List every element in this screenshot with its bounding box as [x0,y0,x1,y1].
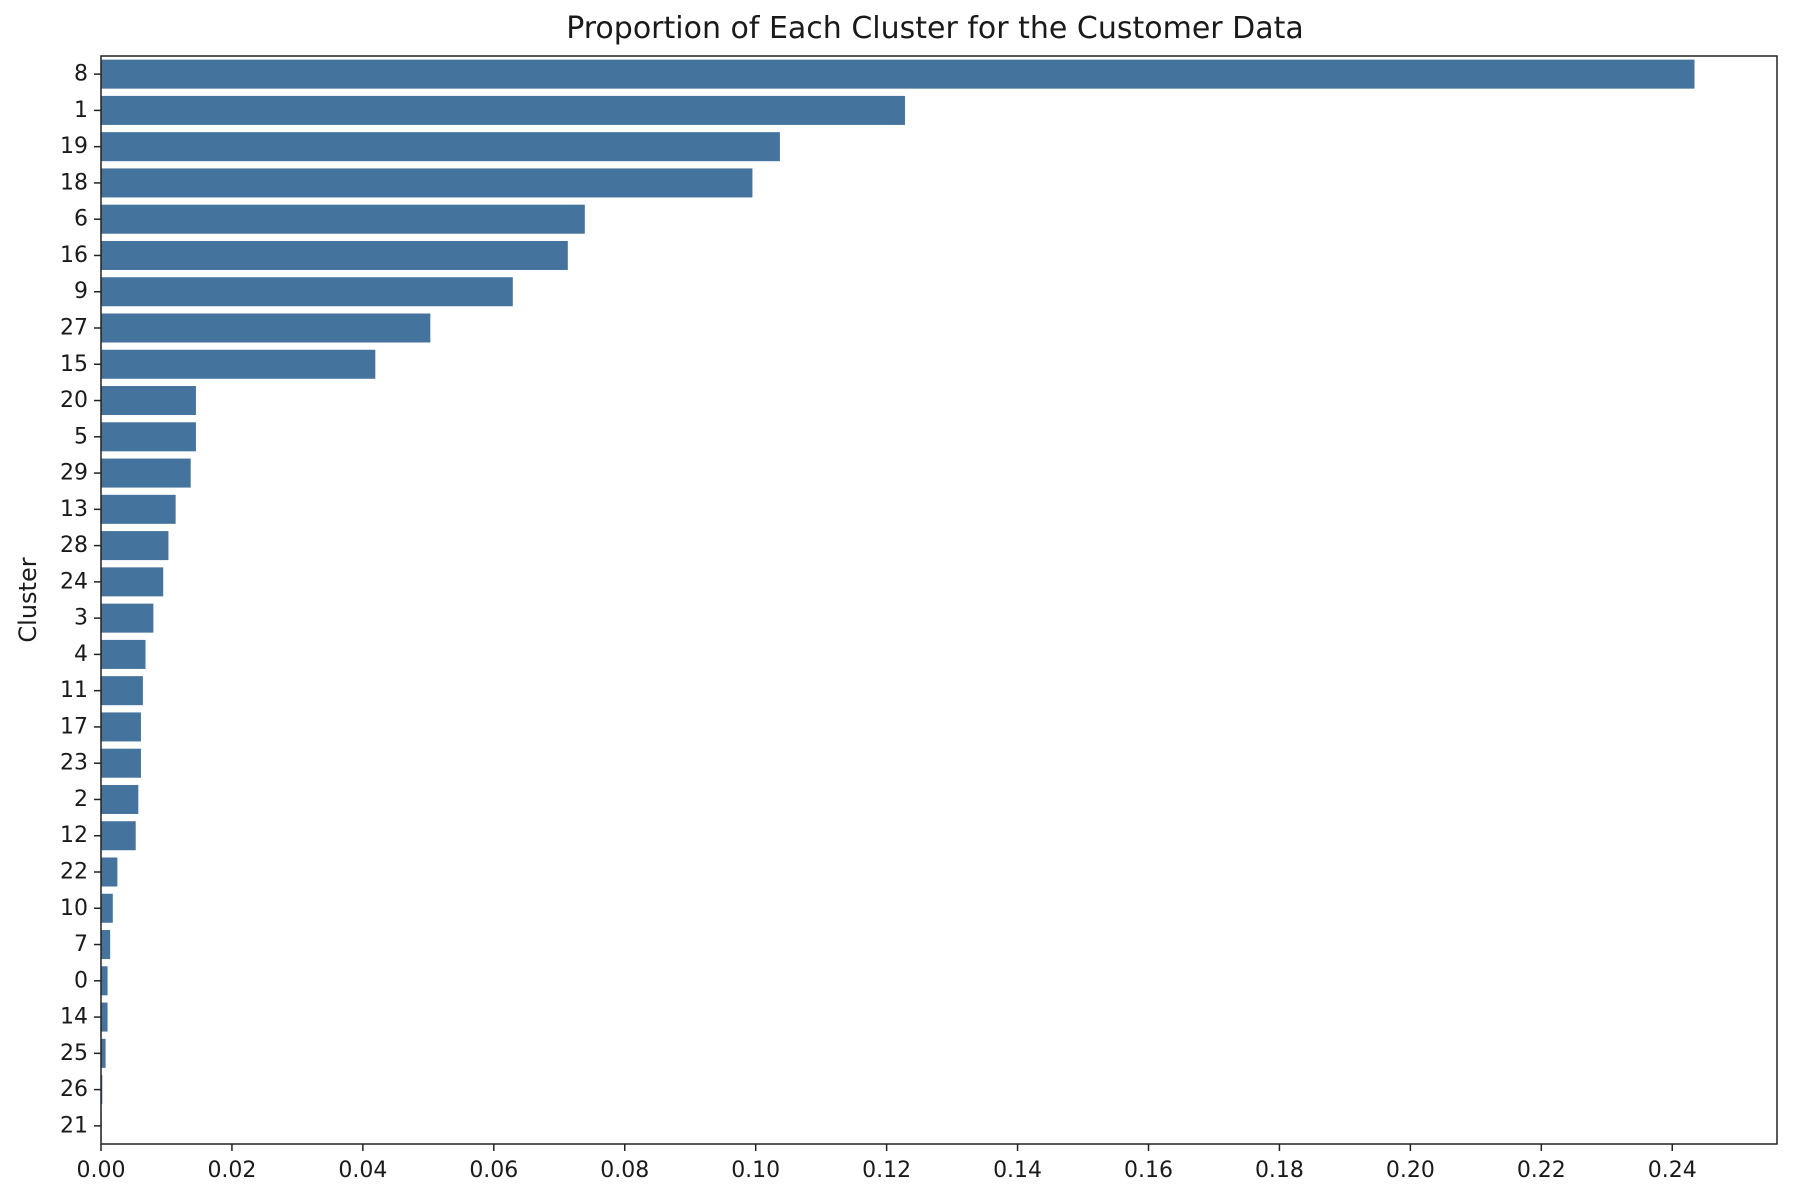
y-tick-label: 19 [60,134,88,159]
plot-frame [100,55,1778,1145]
bar-cluster-8 [101,59,1695,89]
bar-cluster-1 [101,95,905,125]
y-tick-label: 5 [74,424,88,449]
y-tick-label: 3 [74,606,88,631]
bar-cluster-18 [101,168,753,198]
y-tick-label: 28 [60,533,88,558]
bar-cluster-22 [101,857,118,887]
y-tick-label: 21 [60,1113,88,1138]
bar-cluster-4 [101,639,146,669]
x-tick-label: 0.06 [469,1158,518,1183]
y-ticks-group: 8119186169271520529132824341117232122210… [60,62,101,1138]
bar-cluster-12 [101,821,136,851]
bar-cluster-29 [101,458,191,488]
y-tick-label: 4 [74,642,88,667]
y-tick-label: 7 [74,932,88,957]
x-tick-label: 0.04 [338,1158,387,1183]
x-tick-label: 0.16 [1124,1158,1173,1183]
y-tick-label: 29 [60,461,88,486]
y-tick-label: 1 [74,98,88,123]
bar-cluster-19 [101,132,780,162]
y-tick-label: 6 [74,207,88,232]
x-tick-label: 0.22 [1517,1158,1566,1183]
y-tick-label: 24 [60,569,88,594]
bar-cluster-28 [101,531,169,561]
bar-cluster-24 [101,567,164,597]
y-tick-label: 11 [60,678,88,703]
bar-cluster-6 [101,204,585,234]
y-tick-label: 23 [60,751,88,776]
x-tick-label: 0.14 [993,1158,1042,1183]
y-tick-label: 20 [60,388,88,413]
bar-cluster-16 [101,240,568,270]
y-tick-label: 8 [74,62,88,87]
bar-cluster-15 [101,349,376,379]
bar-cluster-2 [101,784,139,814]
bar-cluster-13 [101,494,176,524]
bar-cluster-20 [101,386,196,416]
bar-cluster-3 [101,603,154,633]
x-tick-label: 0.02 [207,1158,256,1183]
y-tick-label: 25 [60,1041,88,1066]
x-tick-label: 0.18 [1255,1158,1304,1183]
y-axis-label: Cluster [14,557,42,642]
x-tick-label: 0.20 [1386,1158,1435,1183]
bar-cluster-10 [101,893,113,923]
y-tick-label: 2 [74,787,88,812]
y-tick-label: 18 [60,170,88,195]
bar-cluster-25 [101,1038,106,1068]
y-tick-label: 16 [60,243,88,268]
bar-cluster-9 [101,277,513,307]
y-tick-label: 14 [60,1005,88,1030]
bars-group [101,59,1695,1141]
x-tick-label: 0.24 [1648,1158,1697,1183]
x-tick-label: 0.10 [731,1158,780,1183]
y-tick-label: 27 [60,316,88,341]
x-tick-label: 0.08 [600,1158,649,1183]
y-tick-label: 13 [60,497,88,522]
y-tick-label: 0 [74,968,88,993]
bar-cluster-17 [101,712,141,742]
bar-cluster-5 [101,422,196,452]
y-tick-label: 10 [60,896,88,921]
y-tick-label: 12 [60,823,88,848]
y-tick-label: 22 [60,860,88,885]
x-tick-label: 0.12 [862,1158,911,1183]
bar-cluster-27 [101,313,431,343]
bar-cluster-23 [101,748,141,778]
bar-cluster-7 [101,930,111,960]
x-tick-label: 0.00 [77,1158,126,1183]
bar-cluster-0 [101,966,108,996]
y-tick-label: 9 [74,279,88,304]
chart-title: Proportion of Each Cluster for the Custo… [566,11,1304,46]
bar-cluster-11 [101,676,143,706]
y-tick-label: 26 [60,1077,88,1102]
y-tick-label: 15 [60,352,88,377]
bar-cluster-14 [101,1002,108,1032]
x-ticks-group: 0.00 0.02 0.04 0.06 0.08 0.10 0.12 0.14 0.16 0.18… [77,1144,1697,1183]
y-tick-label: 17 [60,714,88,739]
